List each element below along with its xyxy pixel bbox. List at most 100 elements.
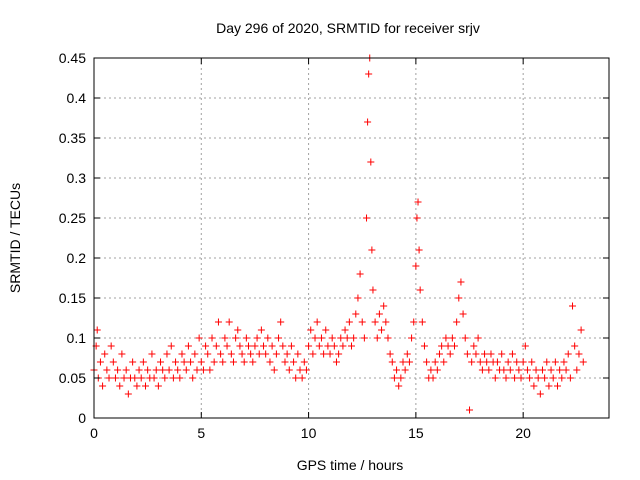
- data-point: [427, 366, 435, 374]
- data-point: [579, 358, 587, 366]
- data-point: [275, 334, 283, 342]
- data-point: [202, 342, 210, 350]
- chart-title: Day 296 of 2020, SRMTID for receiver srj…: [216, 20, 480, 36]
- data-point: [159, 366, 167, 374]
- data-point: [330, 342, 338, 350]
- data-point: [453, 318, 461, 326]
- data-point: [124, 390, 132, 398]
- x-tick-label: 15: [408, 425, 424, 441]
- data-point: [217, 350, 225, 358]
- data-point: [371, 318, 379, 326]
- data-point: [163, 350, 171, 358]
- y-tick-label: 0.25: [59, 210, 86, 226]
- data-point: [521, 342, 529, 350]
- data-point: [408, 334, 416, 342]
- data-point: [423, 358, 431, 366]
- data-point: [440, 358, 448, 366]
- data-point: [313, 318, 321, 326]
- y-axis-label: SRMTID / TECUs: [7, 183, 23, 293]
- data-point: [554, 382, 561, 390]
- data-point: [526, 374, 534, 382]
- data-point: [223, 342, 231, 350]
- data-point: [317, 334, 325, 342]
- data-point: [290, 358, 298, 366]
- data-point: [493, 358, 501, 366]
- data-point: [368, 246, 376, 254]
- data-point: [178, 350, 186, 358]
- data-point: [511, 374, 519, 382]
- data-point: [405, 358, 413, 366]
- data-point: [401, 366, 409, 374]
- data-point: [232, 334, 240, 342]
- data-point: [438, 342, 446, 350]
- data-point: [266, 358, 274, 366]
- data-point: [448, 334, 456, 342]
- data-point: [298, 374, 306, 382]
- data-point: [543, 358, 551, 366]
- data-point: [157, 358, 165, 366]
- data-point: [240, 358, 248, 366]
- data-point: [111, 374, 119, 382]
- data-point: [468, 358, 476, 366]
- data-point: [378, 326, 386, 334]
- data-point: [498, 350, 506, 358]
- data-point: [253, 334, 261, 342]
- data-point: [277, 318, 285, 326]
- data-point: [129, 358, 137, 366]
- data-point: [307, 326, 315, 334]
- data-point: [500, 366, 508, 374]
- data-point: [335, 350, 343, 358]
- data-point: [176, 374, 184, 382]
- data-point: [197, 358, 205, 366]
- data-point: [431, 358, 439, 366]
- data-point: [474, 334, 482, 342]
- data-point: [109, 358, 117, 366]
- data-point: [348, 342, 355, 350]
- data-point: [558, 374, 566, 382]
- data-point: [247, 350, 255, 358]
- data-point: [238, 350, 246, 358]
- data-point: [165, 366, 173, 374]
- data-point: [435, 350, 443, 358]
- x-tick-label: 10: [301, 425, 317, 441]
- data-point: [403, 350, 411, 358]
- data-point: [382, 318, 390, 326]
- data-point: [292, 374, 300, 382]
- data-point: [208, 334, 216, 342]
- data-point: [375, 310, 383, 318]
- data-point: [416, 286, 424, 294]
- data-point: [393, 366, 401, 374]
- data-point: [315, 342, 323, 350]
- data-point: [268, 342, 276, 350]
- data-point: [264, 334, 272, 342]
- data-point: [326, 350, 334, 358]
- data-point: [571, 342, 579, 350]
- data-point: [429, 374, 437, 382]
- data-points: [90, 54, 587, 414]
- data-point: [154, 382, 162, 390]
- data-point: [214, 318, 222, 326]
- data-point: [135, 366, 143, 374]
- data-point: [504, 358, 512, 366]
- grid: [94, 58, 609, 418]
- data-point: [352, 310, 360, 318]
- data-point: [285, 366, 293, 374]
- data-point: [345, 318, 353, 326]
- data-point: [191, 350, 199, 358]
- data-point: [189, 374, 197, 382]
- data-point: [523, 366, 531, 374]
- data-point: [324, 342, 332, 350]
- data-point: [390, 374, 398, 382]
- data-point: [122, 366, 130, 374]
- data-point: [556, 366, 564, 374]
- x-tick-label: 20: [515, 425, 531, 441]
- data-point: [137, 374, 145, 382]
- data-point: [412, 262, 420, 270]
- y-tick-label: 0.2: [67, 250, 87, 266]
- data-point: [356, 270, 364, 278]
- data-point: [234, 326, 242, 334]
- data-point: [337, 334, 345, 342]
- data-point: [103, 366, 111, 374]
- data-point: [481, 350, 489, 358]
- data-point: [530, 382, 538, 390]
